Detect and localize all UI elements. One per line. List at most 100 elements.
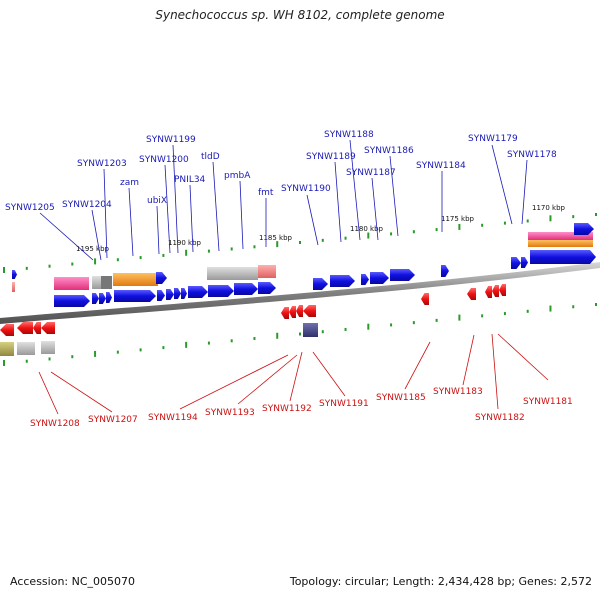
forward-gene-arrow-21 (511, 257, 521, 269)
reverse-gene-arrow-10 (485, 286, 492, 298)
leader-line-forward-2 (103, 168, 108, 259)
forward-gene-arrow-18 (370, 272, 389, 284)
leader-line-forward-6 (172, 144, 179, 254)
forward-gene-arrow-4 (114, 290, 156, 302)
gene-label-synw1183[interactable]: SYNW1183 (433, 387, 483, 397)
gene-label-synw1190[interactable]: SYNW1190 (281, 184, 331, 194)
leader-line-forward-11 (306, 194, 319, 246)
scale-label-1175: 1175 kbp (441, 215, 475, 223)
forward-gene-arrow-11 (234, 283, 258, 295)
scale-label-1170: 1170 kbp (532, 204, 566, 212)
gene-label-synw1182[interactable]: SYNW1182 (475, 413, 525, 423)
leader-line-reverse-4 (289, 351, 303, 402)
reverse-gene-arrow-7 (303, 305, 316, 317)
reverse-gene-arrow-8 (421, 293, 429, 305)
reverse-gene-labels: SYNW1208 SYNW1207 SYNW1194 SYNW1193 SYNW… (30, 387, 573, 429)
forward-gene-arrow-17 (361, 274, 369, 285)
leader-line-forward-3 (128, 187, 134, 257)
gene-label-synw1187[interactable]: SYNW1187 (346, 168, 396, 178)
gene-label-synw1178[interactable]: SYNW1178 (507, 150, 557, 160)
gene-label-synw1205[interactable]: SYNW1205 (5, 203, 55, 213)
reverse-gene-arrow-12 (499, 284, 506, 296)
leader-line-forward-13 (349, 139, 361, 241)
leader-line-reverse-9 (497, 333, 549, 381)
forward-gene-arrow-2 (99, 293, 106, 304)
feature-box-darkgray (101, 276, 112, 289)
gene-label-ubix[interactable]: ubiX (147, 196, 167, 206)
gene-label-synw1186[interactable]: SYNW1186 (364, 146, 414, 156)
leader-line-reverse-5 (312, 351, 346, 397)
gene-label-synw1208[interactable]: SYNW1208 (30, 419, 80, 429)
forward-gene-arrow-8 (181, 288, 187, 299)
gene-label-synw1193[interactable]: SYNW1193 (205, 408, 255, 418)
feature-box-gray (92, 276, 101, 289)
forward-gene-arrow-0 (54, 295, 90, 307)
feature-box-pink-2 (528, 232, 593, 240)
forward-gene-arrow-23 (530, 250, 596, 264)
forward-gene-arrow-14 (156, 272, 167, 284)
feature-box-orange-2 (528, 240, 593, 247)
gene-label-synw1188[interactable]: SYNW1188 (324, 130, 374, 140)
leader-line-forward-12 (334, 161, 342, 243)
feature-track (0, 232, 593, 356)
genome-summary: Topology: circular; Length: 2,434,428 bp… (289, 575, 592, 588)
reverse-gene-track (0, 284, 506, 336)
genome-title: Synechococcus sp. WH 8102, complete geno… (155, 8, 445, 22)
scale-label-1185: 1185 kbp (259, 234, 293, 242)
leader-line-forward-17 (491, 144, 513, 225)
forward-gene-track (12, 223, 596, 307)
forward-gene-arrow-19 (390, 269, 415, 281)
feature-box-gray-2 (207, 267, 258, 280)
feature-box-pink (54, 277, 89, 290)
leader-line-reverse-3 (237, 354, 298, 405)
gene-label-tldd[interactable]: tldD (201, 152, 220, 162)
gene-label-zam[interactable]: zam (120, 178, 139, 188)
forward-gene-arrow-7 (174, 288, 181, 299)
gene-label-fmt[interactable]: fmt (258, 188, 274, 198)
forward-gene-arrow-22 (521, 257, 528, 268)
gene-label-synw1191[interactable]: SYNW1191 (319, 399, 369, 409)
leader-line-reverse-8 (491, 333, 499, 410)
gene-label-pnil34[interactable]: PNIL34 (174, 175, 206, 185)
gene-label-synw1207[interactable]: SYNW1207 (88, 415, 138, 425)
feature-box-gray-4 (41, 341, 55, 354)
forward-gene-arrow-1 (92, 293, 99, 304)
scale-label-1190: 1190 kbp (168, 239, 202, 247)
forward-gene-labels: SYNW1205 SYNW1204 SYNW1203 zam ubiX SYNW… (5, 130, 557, 213)
forward-gene-arrow-15 (313, 278, 328, 290)
leader-line-forward-14 (371, 177, 379, 241)
leader-line-reverse-7 (462, 334, 475, 386)
gene-label-synw1181[interactable]: SYNW1181 (523, 397, 573, 407)
gene-label-synw1199[interactable]: SYNW1199 (146, 135, 196, 145)
leader-line-reverse-6 (404, 341, 431, 390)
feature-box-navy (303, 323, 318, 337)
gene-label-synw1184[interactable]: SYNW1184 (416, 161, 466, 171)
forward-gene-arrow-13 (12, 270, 17, 279)
leader-line-reverse-0 (38, 371, 59, 415)
reverse-gene-arrow-1 (17, 322, 33, 334)
gene-label-synw1179[interactable]: SYNW1179 (468, 134, 518, 144)
forward-gene-arrow-5 (157, 290, 165, 301)
scale-labels: 1195 kbp 1190 kbp 1185 kbp 1180 kbp 1175… (76, 204, 566, 253)
gene-label-synw1200[interactable]: SYNW1200 (139, 155, 189, 165)
leader-line-reverse-1 (50, 371, 113, 413)
leader-line-forward-8 (212, 161, 220, 252)
leader-line-reverse-2 (179, 354, 289, 410)
gene-label-synw1194[interactable]: SYNW1194 (148, 413, 198, 423)
feature-box-salmon (258, 265, 276, 278)
scale-ticks (3, 213, 597, 366)
forward-gene-arrow-12 (258, 282, 276, 294)
gene-label-pmba[interactable]: pmbA (224, 171, 251, 181)
gene-label-synw1192[interactable]: SYNW1192 (262, 404, 312, 414)
reverse-gene-arrow-11 (492, 285, 499, 297)
leader-lines (38, 139, 549, 415)
gene-label-synw1189[interactable]: SYNW1189 (306, 152, 356, 162)
gene-label-synw1185[interactable]: SYNW1185 (376, 393, 426, 403)
gene-label-synw1204[interactable]: SYNW1204 (62, 200, 112, 210)
leader-line-forward-9 (239, 180, 244, 250)
forward-gene-arrow-20 (441, 265, 449, 277)
leader-line-forward-1 (91, 209, 102, 261)
leader-line-forward-18 (521, 159, 528, 225)
gene-label-synw1203[interactable]: SYNW1203 (77, 159, 127, 169)
